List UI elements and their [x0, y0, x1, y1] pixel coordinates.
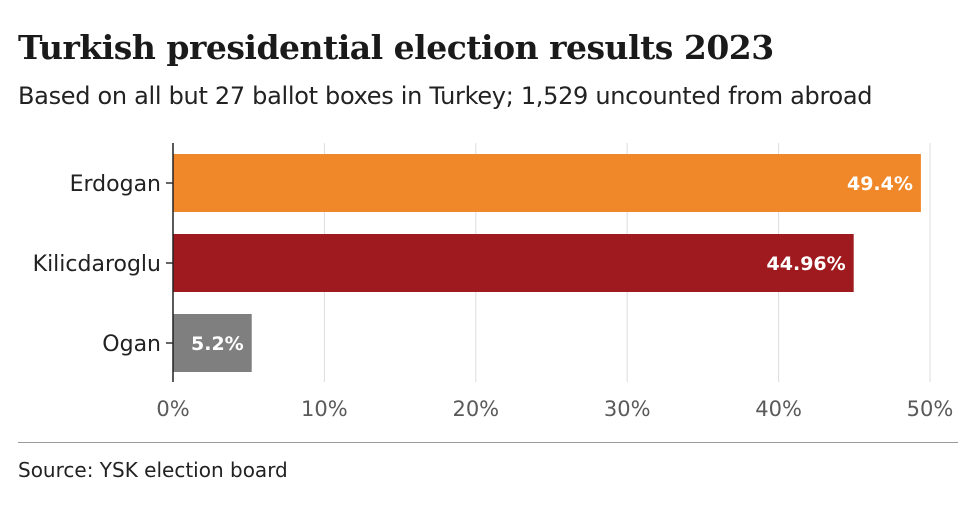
x-tick-label: 50%	[907, 397, 954, 421]
x-tick-label: 20%	[452, 397, 499, 421]
bars: 49.4% 44.96% 5.2%	[173, 154, 921, 372]
x-tick-label: 30%	[604, 397, 651, 421]
footer-divider	[18, 442, 958, 443]
bar-erdogan	[173, 154, 921, 212]
bar-value-label: 5.2%	[191, 333, 244, 355]
category-label-ogan: Ogan	[102, 332, 161, 357]
x-tick-label: 10%	[301, 397, 348, 421]
category-label-erdogan: Erdogan	[70, 172, 161, 197]
category-label-kilicdaroglu: Kilicdaroglu	[33, 252, 161, 277]
bar-value-label: 49.4%	[847, 173, 913, 195]
x-tick-label: 0%	[156, 397, 189, 421]
bar-chart: 49.4% 44.96% 5.2% 0% 10% 20% 30% 40% 50% Erdogan…	[33, 143, 954, 421]
axes: 0% 10% 20% 30% 40% 50% Erdogan Kilicdaroglu Ogan	[33, 143, 954, 421]
bar-value-label: 44.96%	[767, 253, 846, 275]
chart-title: Turkish presidential election results 20…	[18, 28, 774, 67]
chart-subtitle: Based on all but 27 ballot boxes in Turk…	[18, 82, 873, 110]
source-note: Source: YSK election board	[18, 458, 288, 482]
x-tick-label: 40%	[755, 397, 802, 421]
bar-kilicdaroglu	[173, 234, 854, 292]
bar-ogan	[173, 314, 252, 372]
